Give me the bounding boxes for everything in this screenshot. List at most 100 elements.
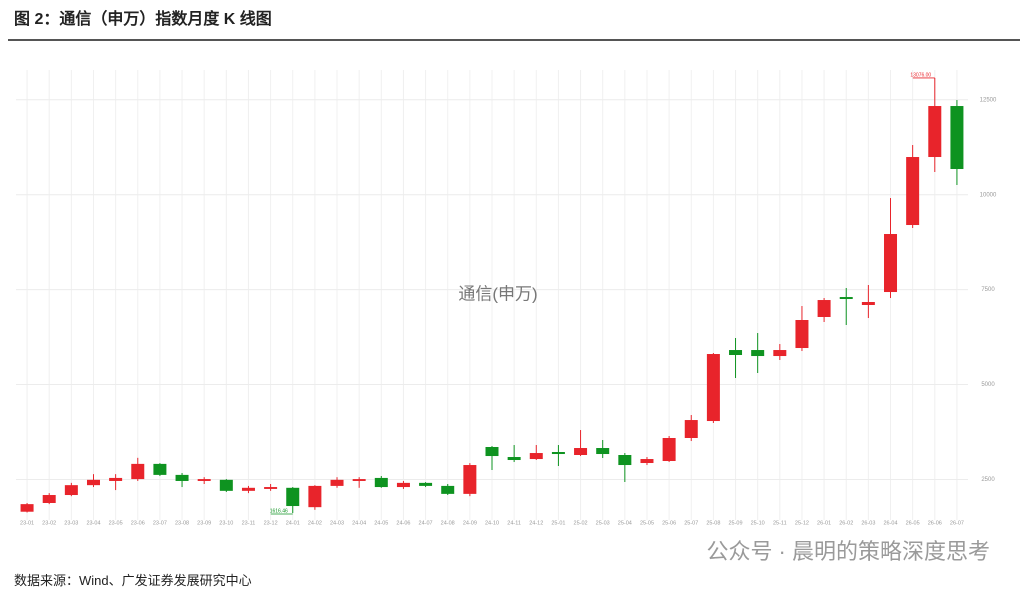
- x-tick-label: 24-08: [441, 520, 455, 526]
- x-tick-label: 23-01: [20, 520, 34, 526]
- x-tick-label: 23-02: [42, 520, 56, 526]
- x-tick-label: 25-04: [618, 520, 632, 526]
- series-label: 通信(申万): [458, 284, 537, 303]
- x-tick-label: 23-12: [264, 520, 278, 526]
- x-tick-label: 23-05: [109, 520, 123, 526]
- x-tick-label: 25-03: [596, 520, 610, 526]
- annotation-label: 1616.46: [270, 508, 288, 514]
- candle-body: [729, 350, 743, 356]
- candle-body: [684, 420, 698, 438]
- x-tick-label: 26-01: [817, 520, 831, 526]
- candle-body: [241, 487, 255, 491]
- candle-body: [574, 448, 588, 456]
- candle-body: [153, 463, 167, 475]
- x-tick-label: 23-04: [86, 520, 100, 526]
- y-tick-label: 10000: [980, 192, 997, 198]
- candle-body: [463, 465, 477, 494]
- title-rule: [8, 39, 1020, 41]
- x-tick-label: 26-02: [839, 520, 853, 526]
- candle-body: [839, 297, 853, 300]
- x-tick-label: 23-03: [64, 520, 78, 526]
- candle-body: [507, 457, 521, 461]
- x-tick-label: 25-09: [728, 520, 742, 526]
- x-tick-label: 25-01: [551, 520, 565, 526]
- candle-body: [396, 482, 410, 488]
- candle-body: [795, 320, 809, 349]
- candle-body: [751, 350, 765, 357]
- candle-body: [42, 495, 56, 503]
- candle-body: [64, 485, 78, 496]
- candle-body: [175, 474, 189, 481]
- candle-body: [419, 482, 433, 486]
- source-note: 数据来源：Wind、广发证券发展研究中心: [14, 573, 252, 588]
- candle-body: [662, 437, 676, 462]
- x-tick-label: 25-11: [773, 520, 787, 526]
- x-tick-label: 23-09: [197, 520, 211, 526]
- y-tick-label: 2500: [981, 477, 995, 483]
- candle-body: [817, 300, 831, 318]
- candle-body: [928, 106, 942, 158]
- candle-body: [551, 452, 565, 455]
- candle-body: [773, 350, 787, 357]
- candle-body: [131, 463, 145, 480]
- candle-body: [219, 479, 233, 491]
- y-tick-label: 7500: [981, 287, 995, 293]
- x-tick-label: 25-12: [795, 520, 809, 526]
- x-tick-label: 25-08: [706, 520, 720, 526]
- x-tick-label: 26-03: [861, 520, 875, 526]
- x-tick-label: 26-06: [928, 520, 942, 526]
- candle-body: [374, 477, 388, 488]
- candle-body: [485, 446, 499, 457]
- candle-body: [640, 459, 654, 464]
- x-tick-label: 25-10: [751, 520, 765, 526]
- candle-body: [352, 479, 366, 481]
- candle-body: [330, 479, 344, 486]
- candle-body: [596, 448, 610, 455]
- x-tick-label: 24-07: [419, 520, 433, 526]
- x-tick-label: 23-10: [219, 520, 233, 526]
- x-tick-label: 25-05: [640, 520, 654, 526]
- x-tick-label: 24-02: [308, 520, 322, 526]
- x-tick-label: 26-07: [950, 520, 964, 526]
- candle-body: [264, 487, 278, 489]
- x-tick-label: 24-05: [374, 520, 388, 526]
- candle-body: [529, 453, 543, 460]
- candle-body: [197, 479, 211, 481]
- x-tick-label: 26-05: [906, 520, 920, 526]
- x-tick-label: 23-06: [131, 520, 145, 526]
- candle-body: [286, 487, 300, 507]
- x-tick-label: 24-10: [485, 520, 499, 526]
- x-tick-label: 25-06: [662, 520, 676, 526]
- x-tick-label: 23-11: [242, 520, 256, 526]
- x-tick-label: 24-12: [529, 520, 543, 526]
- x-tick-label: 26-04: [883, 520, 897, 526]
- candle-body: [861, 302, 875, 306]
- candle-body: [884, 234, 898, 293]
- x-tick-label: 23-07: [153, 520, 167, 526]
- x-tick-label: 23-08: [175, 520, 189, 526]
- candle-body: [86, 479, 100, 486]
- x-tick-label: 24-03: [330, 520, 344, 526]
- y-tick-label: 12500: [980, 97, 997, 103]
- candle-body: [906, 157, 920, 226]
- x-tick-label: 25-07: [684, 520, 698, 526]
- x-tick-label: 25-02: [574, 520, 588, 526]
- candle-body: [441, 485, 455, 494]
- x-tick-label: 24-06: [396, 520, 410, 526]
- y-tick-label: 5000: [981, 382, 995, 388]
- candle-body: [20, 504, 34, 512]
- figure-title: 图 2：通信（申万）指数月度 K 线图: [14, 11, 272, 28]
- annotation-label: 13076.00: [910, 72, 931, 78]
- candle-body: [950, 106, 964, 170]
- x-tick-label: 24-01: [286, 520, 300, 526]
- x-tick-label: 24-09: [463, 520, 477, 526]
- x-tick-label: 24-11: [507, 520, 521, 526]
- candle-body: [109, 477, 123, 481]
- x-tick-label: 24-04: [352, 520, 366, 526]
- candle-body: [618, 455, 632, 466]
- watermark: 公众号 · 晨明的策略深度思考: [706, 539, 990, 564]
- candle-body: [308, 485, 322, 508]
- candle-body: [706, 354, 720, 422]
